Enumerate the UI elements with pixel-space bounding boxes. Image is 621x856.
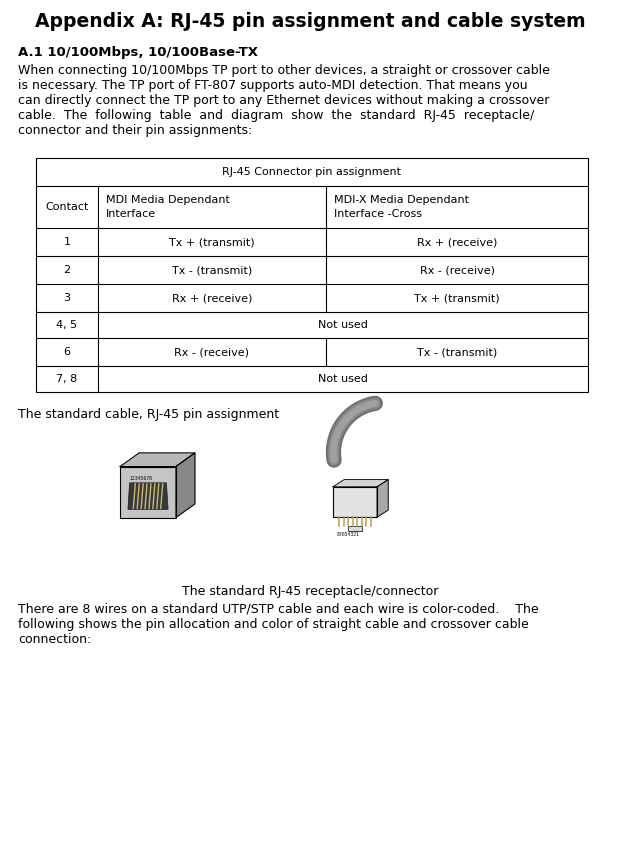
Text: Not used: Not used	[318, 374, 368, 384]
Text: Tx - (transmit): Tx - (transmit)	[417, 347, 497, 357]
Text: 4, 5: 4, 5	[57, 320, 78, 330]
Text: Rx + (receive): Rx + (receive)	[417, 237, 497, 247]
Text: There are 8 wires on a standard UTP/STP cable and each wire is color-coded.    T: There are 8 wires on a standard UTP/STP …	[18, 603, 538, 616]
Text: following shows the pin allocation and color of straight cable and crossover cab: following shows the pin allocation and c…	[18, 618, 528, 631]
Bar	[348, 526, 361, 532]
Bar	[36, 158, 588, 392]
Text: 2: 2	[63, 265, 71, 275]
Text: cable.  The  following  table  and  diagram  show  the  standard  RJ-45  recepta: cable. The following table and diagram s…	[18, 109, 534, 122]
Polygon shape	[333, 479, 388, 487]
Text: connection:: connection:	[18, 633, 91, 646]
Text: The standard RJ-45 receptacle/connector: The standard RJ-45 receptacle/connector	[183, 585, 438, 598]
Text: MDI Media Dependant
Interface: MDI Media Dependant Interface	[106, 195, 230, 218]
Text: Not used: Not used	[318, 320, 368, 330]
Text: connector and their pin assignments:: connector and their pin assignments:	[18, 124, 252, 137]
Text: Rx + (receive): Rx + (receive)	[172, 293, 252, 303]
Text: Appendix A: RJ-45 pin assignment and cable system: Appendix A: RJ-45 pin assignment and cab…	[35, 12, 586, 31]
Text: Contact: Contact	[45, 202, 89, 212]
Text: A.1 10/100Mbps, 10/100Base-TX: A.1 10/100Mbps, 10/100Base-TX	[18, 46, 258, 59]
Text: is necessary. The TP port of FT-807 supports auto-MDI detection. That means you: is necessary. The TP port of FT-807 supp…	[18, 79, 528, 92]
Polygon shape	[377, 479, 388, 517]
Polygon shape	[176, 453, 195, 518]
Text: 7, 8: 7, 8	[57, 374, 78, 384]
Text: When connecting 10/100Mbps TP port to other devices, a straight or crossover cab: When connecting 10/100Mbps TP port to ot…	[18, 64, 550, 77]
Text: Tx + (transmit): Tx + (transmit)	[414, 293, 500, 303]
Text: 12345678: 12345678	[129, 476, 152, 481]
Text: 87654321: 87654321	[337, 532, 360, 538]
Polygon shape	[120, 453, 195, 467]
Text: The standard cable, RJ-45 pin assignment: The standard cable, RJ-45 pin assignment	[18, 408, 279, 421]
Polygon shape	[120, 467, 176, 518]
Polygon shape	[333, 487, 377, 517]
Text: 6: 6	[63, 347, 71, 357]
Polygon shape	[128, 483, 168, 509]
Text: Tx - (transmit): Tx - (transmit)	[172, 265, 252, 275]
Text: Tx + (transmit): Tx + (transmit)	[169, 237, 255, 247]
Text: Rx - (receive): Rx - (receive)	[420, 265, 494, 275]
Text: 1: 1	[63, 237, 71, 247]
Text: MDI-X Media Dependant
Interface -Cross: MDI-X Media Dependant Interface -Cross	[334, 195, 469, 218]
Text: Rx - (receive): Rx - (receive)	[175, 347, 250, 357]
Text: can directly connect the TP port to any Ethernet devices without making a crosso: can directly connect the TP port to any …	[18, 94, 550, 107]
Text: 3: 3	[63, 293, 71, 303]
Text: RJ-45 Connector pin assignment: RJ-45 Connector pin assignment	[222, 167, 402, 177]
